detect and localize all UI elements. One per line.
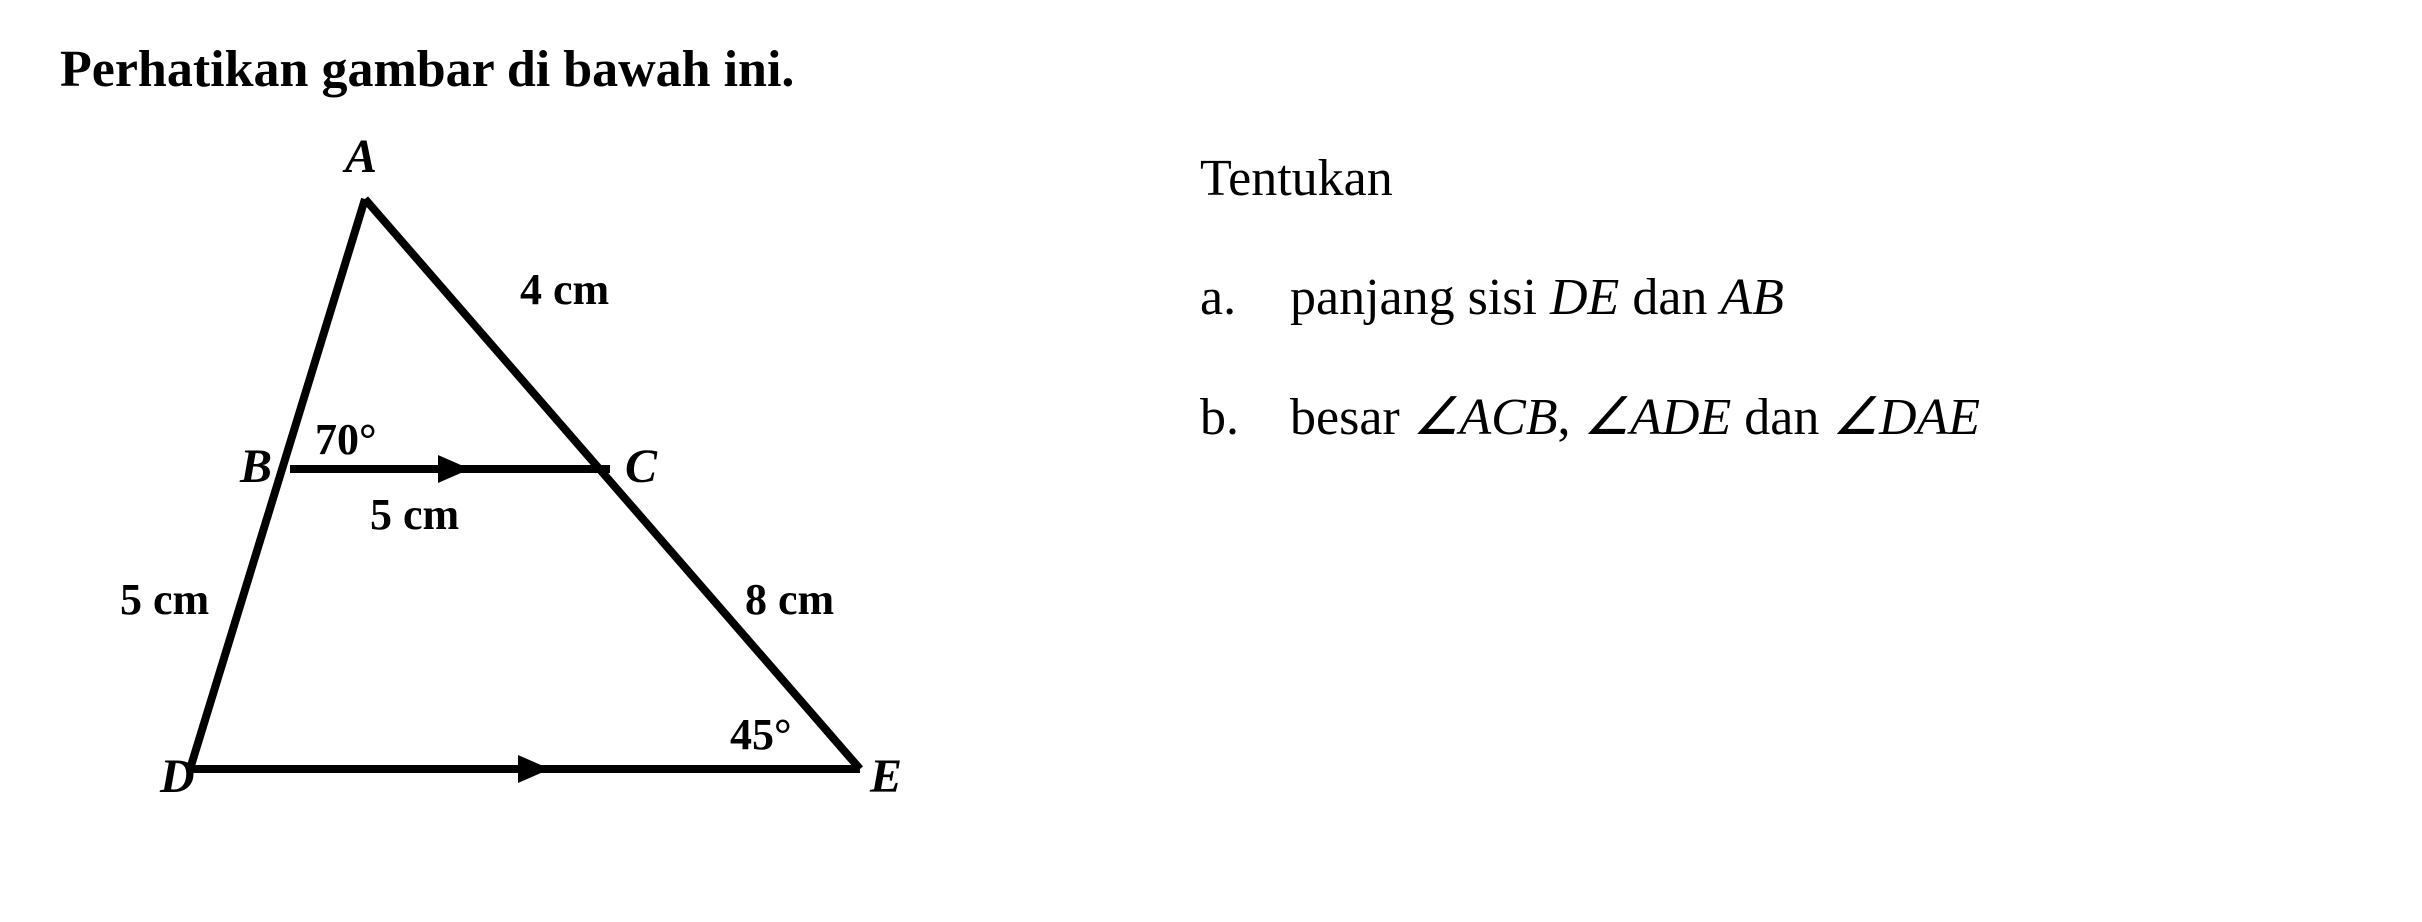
question-letter-b: b. [1200,388,1290,447]
qb-ang2: ∠ADE [1584,389,1732,446]
qb-ang3: ∠DAE [1832,389,1980,446]
angle-DEA: 45° [730,709,792,760]
content-row: A B C D E 4 cm 5 cm 5 cm 8 cm 70° 45° Te… [60,129,2362,829]
line-AD [190,199,365,769]
vertex-A: A [345,129,377,184]
qb-mid: dan [1731,389,1832,446]
vertex-D: D [160,749,195,804]
qb-prefix: besar [1290,389,1413,446]
questions-title: Tentukan [1200,149,1980,208]
qb-ang1: ∠ACB [1413,389,1558,446]
line-AE [365,199,860,769]
triangle-diagram: A B C D E 4 cm 5 cm 5 cm 8 cm 70° 45° [120,129,920,829]
measure-BC: 5 cm [370,489,459,540]
arrow-DE-icon [518,755,550,783]
question-letter-a: a. [1200,268,1290,327]
question-b: b. besar ∠ACB, ∠ADE dan ∠DAE [1200,387,1980,447]
measure-BD: 5 cm [120,574,209,625]
vertex-E: E [870,749,902,804]
instruction-text: Perhatikan gambar di bawah ini. [60,40,2362,99]
measure-AC: 4 cm [520,264,609,315]
qa-mid: dan [1619,269,1720,326]
question-a-text: panjang sisi DE dan AB [1290,268,1784,327]
qa-var1: DE [1550,269,1619,326]
qa-var2: AB [1720,269,1784,326]
question-a: a. panjang sisi DE dan AB [1200,268,1980,327]
vertex-C: C [625,439,657,494]
qb-sep1: , [1558,389,1584,446]
questions-area: Tentukan a. panjang sisi DE dan AB b. be… [1200,129,1980,507]
angle-ABC: 70° [315,414,377,465]
measure-CE: 8 cm [745,574,834,625]
qa-prefix: panjang sisi [1290,269,1550,326]
arrow-BC-icon [438,455,470,483]
vertex-B: B [240,439,272,494]
question-b-text: besar ∠ACB, ∠ADE dan ∠DAE [1290,387,1980,447]
